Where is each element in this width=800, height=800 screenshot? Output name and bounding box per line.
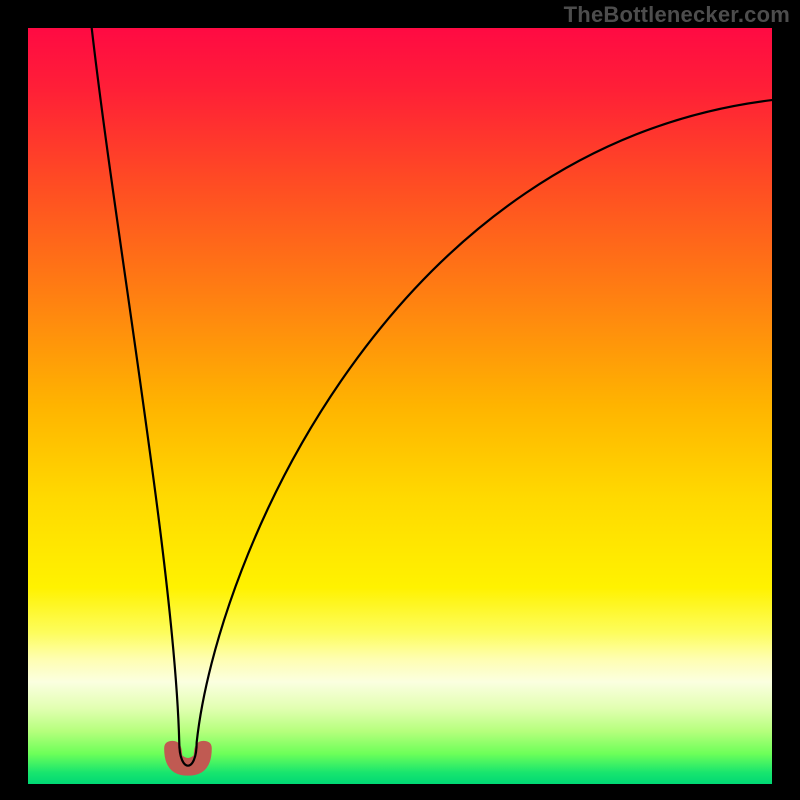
watermark-label: TheBottlenecker.com <box>564 2 790 28</box>
frame-border-right <box>772 0 800 800</box>
bottleneck-plot <box>0 0 800 800</box>
frame-border-left <box>0 0 28 800</box>
gradient-background <box>28 28 772 784</box>
frame-border-bottom <box>0 784 800 800</box>
